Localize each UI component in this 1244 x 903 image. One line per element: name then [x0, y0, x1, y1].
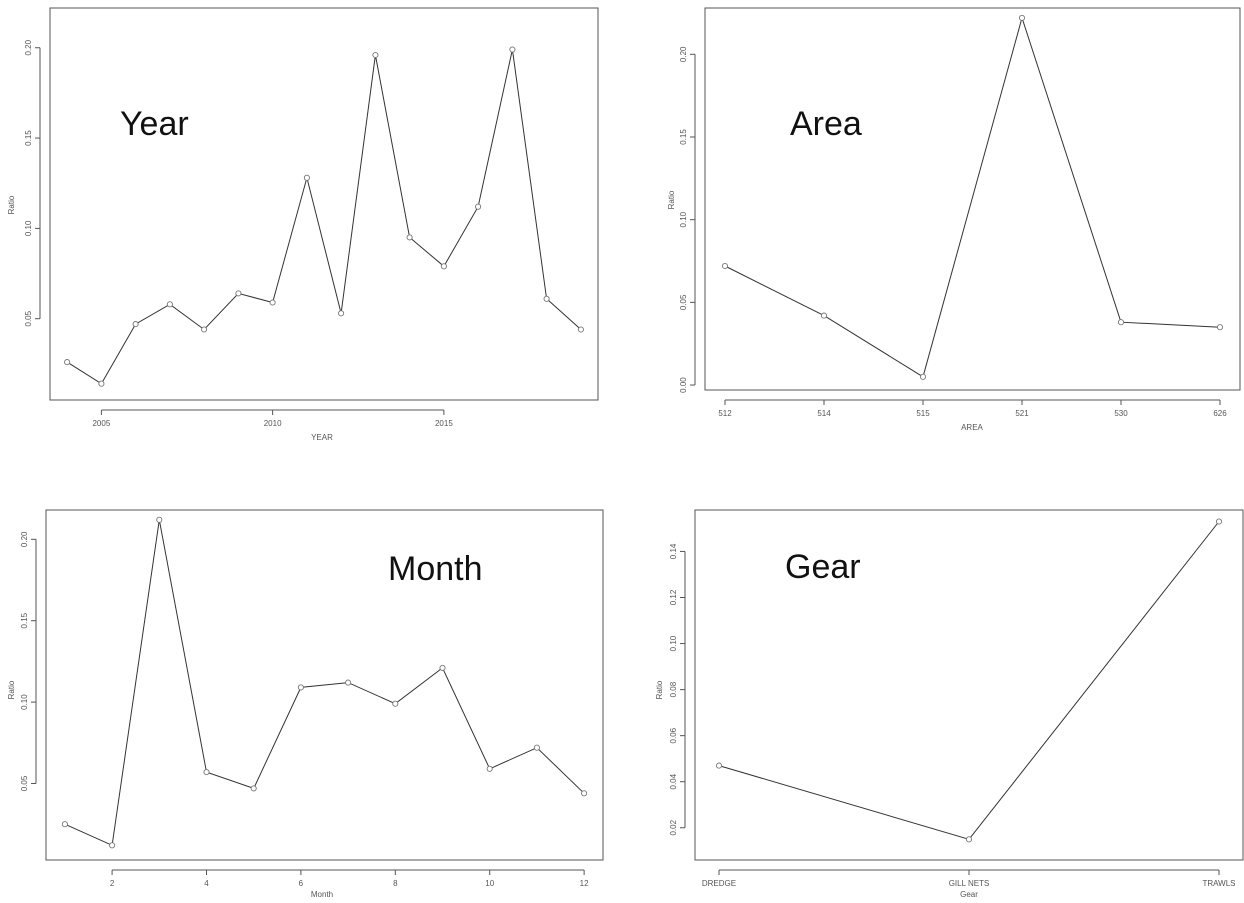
gear-y-tick-label: 0.12 — [669, 589, 678, 605]
year-data-point — [166, 301, 173, 308]
gear-x-tick-label: GILL NETS — [949, 879, 990, 888]
month-overlay-title: Month — [388, 550, 483, 588]
year-data-point — [372, 51, 379, 59]
gear-overlay-title: Gear — [785, 548, 861, 586]
month-y-tick-label: 0.20 — [20, 531, 29, 547]
year-xlabel: YEAR — [311, 433, 333, 442]
gear-x-tick-label: TRAWLS — [1202, 879, 1235, 888]
year-data-point — [303, 174, 310, 181]
month-ylabel: Ratio — [7, 680, 16, 699]
area-y-tick-label: 0.15 — [679, 129, 688, 145]
gear-data-point — [715, 762, 723, 769]
month-x-tick-label: 6 — [299, 879, 304, 888]
month-x-tick-label: 10 — [485, 879, 494, 888]
gear-y-tick-label: 0.08 — [669, 681, 678, 697]
year-data-point — [543, 295, 550, 302]
year-data-point — [235, 290, 242, 297]
area-y-tick-label: 0.20 — [679, 46, 688, 62]
month-x-tick-label: 8 — [393, 879, 398, 888]
gear-data-point — [1215, 518, 1223, 525]
year-data-point — [338, 310, 345, 317]
month-data-point — [203, 769, 210, 776]
gear-y-tick-label: 0.10 — [669, 635, 678, 651]
area-data-point — [721, 262, 729, 270]
area-data-point — [1018, 14, 1026, 21]
month-data-point — [297, 684, 304, 691]
month-data-point — [250, 785, 257, 792]
month-data-point — [109, 842, 116, 849]
year-data-point — [406, 234, 413, 241]
year-y-tick-label: 0.20 — [24, 39, 33, 55]
area-x-tick-label: 514 — [817, 409, 831, 418]
area-y-tick-label: 0.00 — [679, 377, 688, 393]
year-ylabel: Ratio — [7, 195, 16, 214]
month-data-point — [439, 664, 446, 671]
year-data-point — [440, 263, 447, 270]
area-data-point — [919, 373, 927, 380]
month-data-point — [486, 765, 493, 772]
month-y-tick-label: 0.05 — [20, 775, 29, 791]
gear-y-tick-label: 0.14 — [669, 543, 678, 559]
month-data-point — [533, 744, 540, 751]
month-x-tick-label: 2 — [110, 879, 115, 888]
month-data-point — [392, 700, 399, 707]
year-x-tick-label: 2015 — [435, 419, 453, 428]
area-plot-frame — [704, 7, 1241, 391]
month-plot-frame — [45, 509, 604, 861]
month-y-tick-label: 0.15 — [20, 612, 29, 628]
month-data-point — [581, 790, 588, 797]
year-x-tick-label: 2005 — [92, 419, 110, 428]
year-data-point — [132, 321, 139, 328]
area-x-tick-label: 515 — [916, 409, 930, 418]
area-xlabel: AREA — [961, 423, 983, 432]
gear-xlabel: Gear — [960, 890, 978, 899]
year-data-point — [475, 203, 482, 210]
year-x-tick-label: 2010 — [264, 419, 282, 428]
area-y-tick-label: 0.05 — [679, 294, 688, 310]
gear-plot-frame — [694, 509, 1244, 861]
year-data-point — [269, 299, 276, 306]
year-y-tick-label: 0.10 — [24, 220, 33, 236]
area-x-tick-label: 530 — [1114, 409, 1128, 418]
area-data-point — [820, 312, 828, 319]
year-data-point — [577, 326, 584, 333]
gear-data-point — [965, 836, 973, 843]
gear-y-tick-label: 0.02 — [669, 819, 678, 835]
area-data-point — [1216, 324, 1224, 331]
month-chart: Month Month Ratio 2 4 6 8 10 12 0.05 0.10 0.15 0.… — [7, 509, 604, 899]
area-data-point — [1117, 319, 1125, 326]
gear-ylabel: Ratio — [655, 680, 664, 699]
area-x-tick-label: 521 — [1015, 409, 1029, 418]
year-data-point — [98, 380, 105, 387]
month-xlabel: Month — [311, 890, 333, 899]
area-chart: Area AREA Ratio 512 514 515 521 530 626 0.00 0.… — [667, 7, 1241, 432]
area-x-tick-label: 512 — [718, 409, 732, 418]
year-chart: Year YEAR Ratio 2005 2010 2015 0.05 0.10 0.15… — [7, 7, 599, 442]
month-data-point — [345, 679, 352, 686]
month-x-tick-label: 12 — [580, 879, 589, 888]
month-series-line — [64, 519, 585, 847]
month-data-point — [156, 516, 163, 523]
area-ylabel: Ratio — [667, 190, 676, 209]
year-y-tick-label: 0.15 — [24, 130, 33, 146]
gear-y-tick-label: 0.06 — [669, 727, 678, 743]
year-y-tick-label: 0.05 — [24, 310, 33, 326]
area-overlay-title: Area — [790, 105, 862, 143]
year-data-point — [509, 46, 516, 53]
year-data-point — [64, 359, 71, 366]
area-x-tick-label: 626 — [1213, 409, 1227, 418]
year-series-line — [66, 49, 582, 385]
month-data-point — [61, 821, 68, 828]
year-overlay-title: Year — [120, 105, 189, 143]
year-plot-frame — [49, 7, 599, 401]
gear-y-tick-label: 0.04 — [669, 773, 678, 789]
month-x-tick-label: 4 — [204, 879, 209, 888]
area-series-line — [724, 16, 1221, 378]
year-data-point — [201, 326, 208, 333]
gear-chart: Gear Gear Ratio DREDGE GILL NETS TRAWLS 0.0… — [655, 509, 1244, 899]
area-y-tick-label: 0.10 — [679, 211, 688, 227]
month-y-tick-label: 0.10 — [20, 694, 29, 710]
gear-x-tick-label: DREDGE — [702, 879, 736, 888]
